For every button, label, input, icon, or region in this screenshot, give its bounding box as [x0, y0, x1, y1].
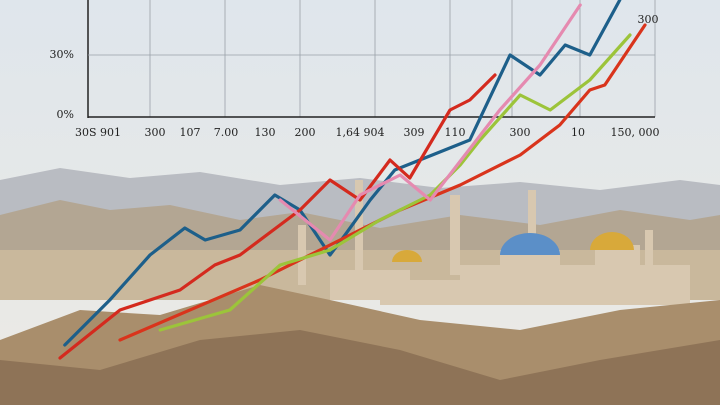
x-tick-label: 107	[180, 126, 201, 139]
x-tick-label: 300	[145, 126, 166, 139]
x-tick-label: 110	[445, 126, 466, 139]
foreground-hills	[0, 330, 720, 405]
corner-label: 300	[638, 13, 659, 26]
series-line	[278, 3, 582, 242]
series-line	[118, 23, 647, 342]
y-tick-label: 30%	[50, 48, 74, 61]
x-tick-label: 309	[404, 126, 425, 139]
x-tick-label: 300	[510, 126, 531, 139]
dome	[392, 250, 422, 262]
x-tick-label: 1,64 904	[336, 126, 385, 139]
dome	[590, 232, 634, 250]
x-tick-label: 7.00	[214, 126, 239, 139]
dome	[500, 233, 560, 255]
x-tick-label: 30S 901	[75, 126, 121, 139]
series-line	[58, 73, 497, 360]
x-tick-label: 130	[255, 126, 276, 139]
y-tick-label: 0%	[57, 108, 74, 121]
x-tick-label: 150, 000	[611, 126, 660, 139]
city	[298, 180, 690, 305]
x-tick-label: 10	[571, 126, 585, 139]
x-tick-label: 200	[295, 126, 316, 139]
